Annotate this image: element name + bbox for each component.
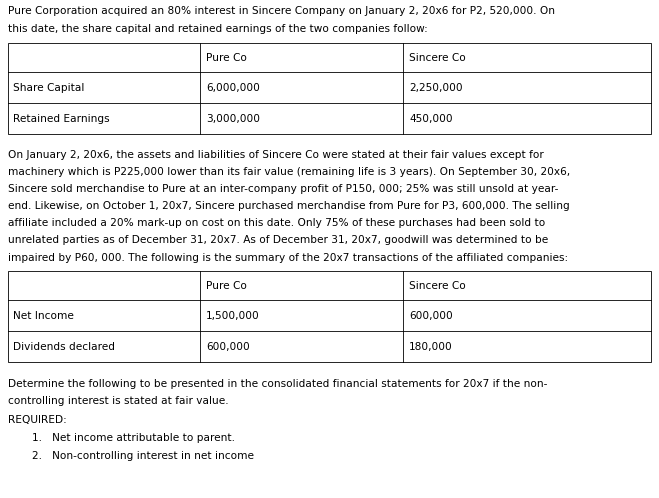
Text: end. Likewise, on October 1, 20x7, Sincere purchased merchandise from Pure for P: end. Likewise, on October 1, 20x7, Since… bbox=[8, 201, 569, 211]
Text: 6,000,000: 6,000,000 bbox=[206, 83, 260, 93]
Text: Retained Earnings: Retained Earnings bbox=[13, 114, 110, 124]
Text: 450,000: 450,000 bbox=[409, 114, 453, 124]
Text: Pure Co: Pure Co bbox=[206, 53, 247, 63]
Text: On January 2, 20x6, the assets and liabilities of Sincere Co were stated at thei: On January 2, 20x6, the assets and liabi… bbox=[8, 149, 544, 159]
Text: Share Capital: Share Capital bbox=[13, 83, 84, 93]
Text: 2.   Non-controlling interest in net income: 2. Non-controlling interest in net incom… bbox=[32, 451, 254, 461]
Text: Dividends declared: Dividends declared bbox=[13, 342, 115, 352]
Text: 600,000: 600,000 bbox=[409, 311, 453, 321]
Text: controlling interest is stated at fair value.: controlling interest is stated at fair v… bbox=[8, 396, 229, 406]
Bar bbox=[8, 43, 651, 134]
Text: Sincere sold merchandise to Pure at an inter-company profit of P150, 000; 25% wa: Sincere sold merchandise to Pure at an i… bbox=[8, 184, 558, 194]
Text: Determine the following to be presented in the consolidated financial statements: Determine the following to be presented … bbox=[8, 379, 547, 389]
Bar bbox=[8, 271, 651, 362]
Text: 2,250,000: 2,250,000 bbox=[409, 83, 463, 93]
Text: impaired by P60, 000. The following is the summary of the 20x7 transactions of t: impaired by P60, 000. The following is t… bbox=[8, 252, 568, 262]
Text: 600,000: 600,000 bbox=[206, 342, 250, 352]
Text: 180,000: 180,000 bbox=[409, 342, 453, 352]
Text: Net Income: Net Income bbox=[13, 311, 74, 321]
Text: affiliate included a 20% mark-up on cost on this date. Only 75% of these purchas: affiliate included a 20% mark-up on cost… bbox=[8, 218, 545, 228]
Text: Pure Co: Pure Co bbox=[206, 281, 247, 291]
Text: this date, the share capital and retained earnings of the two companies follow:: this date, the share capital and retaine… bbox=[8, 23, 428, 34]
Text: Sincere Co: Sincere Co bbox=[409, 53, 466, 63]
Text: REQUIRED:: REQUIRED: bbox=[8, 415, 67, 425]
Text: 1,500,000: 1,500,000 bbox=[206, 311, 260, 321]
Text: machinery which is P225,000 lower than its fair value (remaining life is 3 years: machinery which is P225,000 lower than i… bbox=[8, 167, 570, 177]
Text: Pure Corporation acquired an 80% interest in Sincere Company on January 2, 20x6 : Pure Corporation acquired an 80% interes… bbox=[8, 6, 555, 16]
Text: 3,000,000: 3,000,000 bbox=[206, 114, 260, 124]
Text: Sincere Co: Sincere Co bbox=[409, 281, 466, 291]
Text: 1.   Net income attributable to parent.: 1. Net income attributable to parent. bbox=[32, 433, 235, 443]
Text: unrelated parties as of December 31, 20x7. As of December 31, 20x7, goodwill was: unrelated parties as of December 31, 20x… bbox=[8, 236, 548, 246]
